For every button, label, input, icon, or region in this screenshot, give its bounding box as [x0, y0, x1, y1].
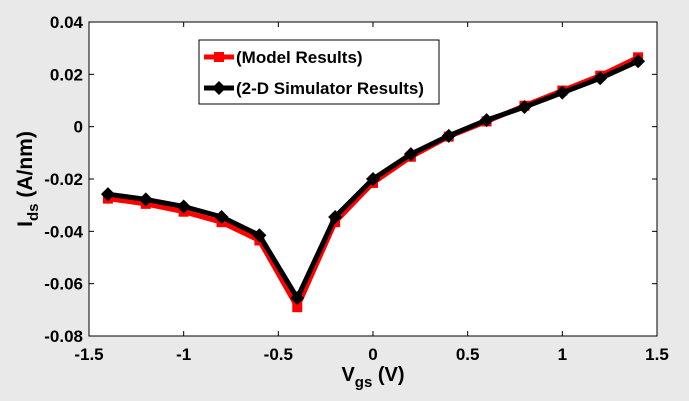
data-point-simulator [290, 291, 305, 306]
data-point-simulator [328, 209, 343, 224]
data-point-simulator [631, 54, 646, 69]
x-tick-label: -1.5 [74, 345, 103, 364]
y-tick-label: -0.02 [44, 170, 83, 189]
x-axis-label-unit: (V) [372, 364, 404, 386]
y-axis: -0.08 -0.06 -0.04 -0.02 0 0.02 0.04 [44, 13, 657, 346]
y-tick-label: 0.04 [50, 13, 84, 32]
data-point-simulator [555, 85, 570, 100]
legend-marker-model [214, 52, 224, 62]
x-tick-label: -0.5 [264, 345, 293, 364]
y-axis-label: Ids (A/nm) [14, 131, 42, 227]
series-layer [100, 52, 646, 313]
data-point-simulator [100, 187, 115, 202]
y-tick-label: 0 [74, 118, 83, 137]
x-tick-label: 0 [368, 345, 377, 364]
x-axis: -1.5 -1 -0.5 0 0.5 1 1.5 [74, 22, 669, 364]
legend: (Model Results) (2-D Simulator Results) [198, 39, 440, 105]
x-tick-label: 1.5 [645, 345, 669, 364]
x-tick-label: 0.5 [456, 345, 480, 364]
data-point-simulator [593, 71, 608, 86]
y-axis-label-unit: (A/nm) [14, 131, 37, 203]
y-axis-label-sub: ds [25, 203, 42, 221]
legend-marker-simulator [212, 81, 226, 95]
x-axis-label-main: V [341, 364, 355, 386]
x-tick-label: -1 [176, 345, 191, 364]
y-tick-label: -0.04 [44, 222, 83, 241]
legend-label-model: (Model Results) [236, 48, 363, 67]
data-point-simulator [214, 209, 229, 224]
y-tick-label: -0.08 [44, 327, 83, 346]
data-point-simulator [479, 113, 494, 128]
x-axis-label: Vgs (V) [341, 364, 404, 391]
x-axis-label-sub: gs [355, 374, 373, 391]
data-point-simulator [138, 192, 153, 207]
data-point-simulator [517, 100, 532, 115]
data-point-simulator [403, 147, 418, 162]
data-point-model [292, 302, 303, 313]
data-point-simulator [366, 172, 380, 186]
data-point-simulator [441, 128, 456, 143]
y-axis-label-main: I [14, 221, 37, 227]
legend-label-simulator: (2-D Simulator Results) [236, 79, 424, 98]
x-tick-label: 1 [558, 345, 567, 364]
data-point-simulator [252, 228, 267, 243]
legend-box [198, 39, 440, 105]
y-tick-label: 0.02 [50, 65, 83, 84]
data-point-simulator [176, 199, 191, 214]
y-tick-label: -0.06 [44, 275, 83, 294]
